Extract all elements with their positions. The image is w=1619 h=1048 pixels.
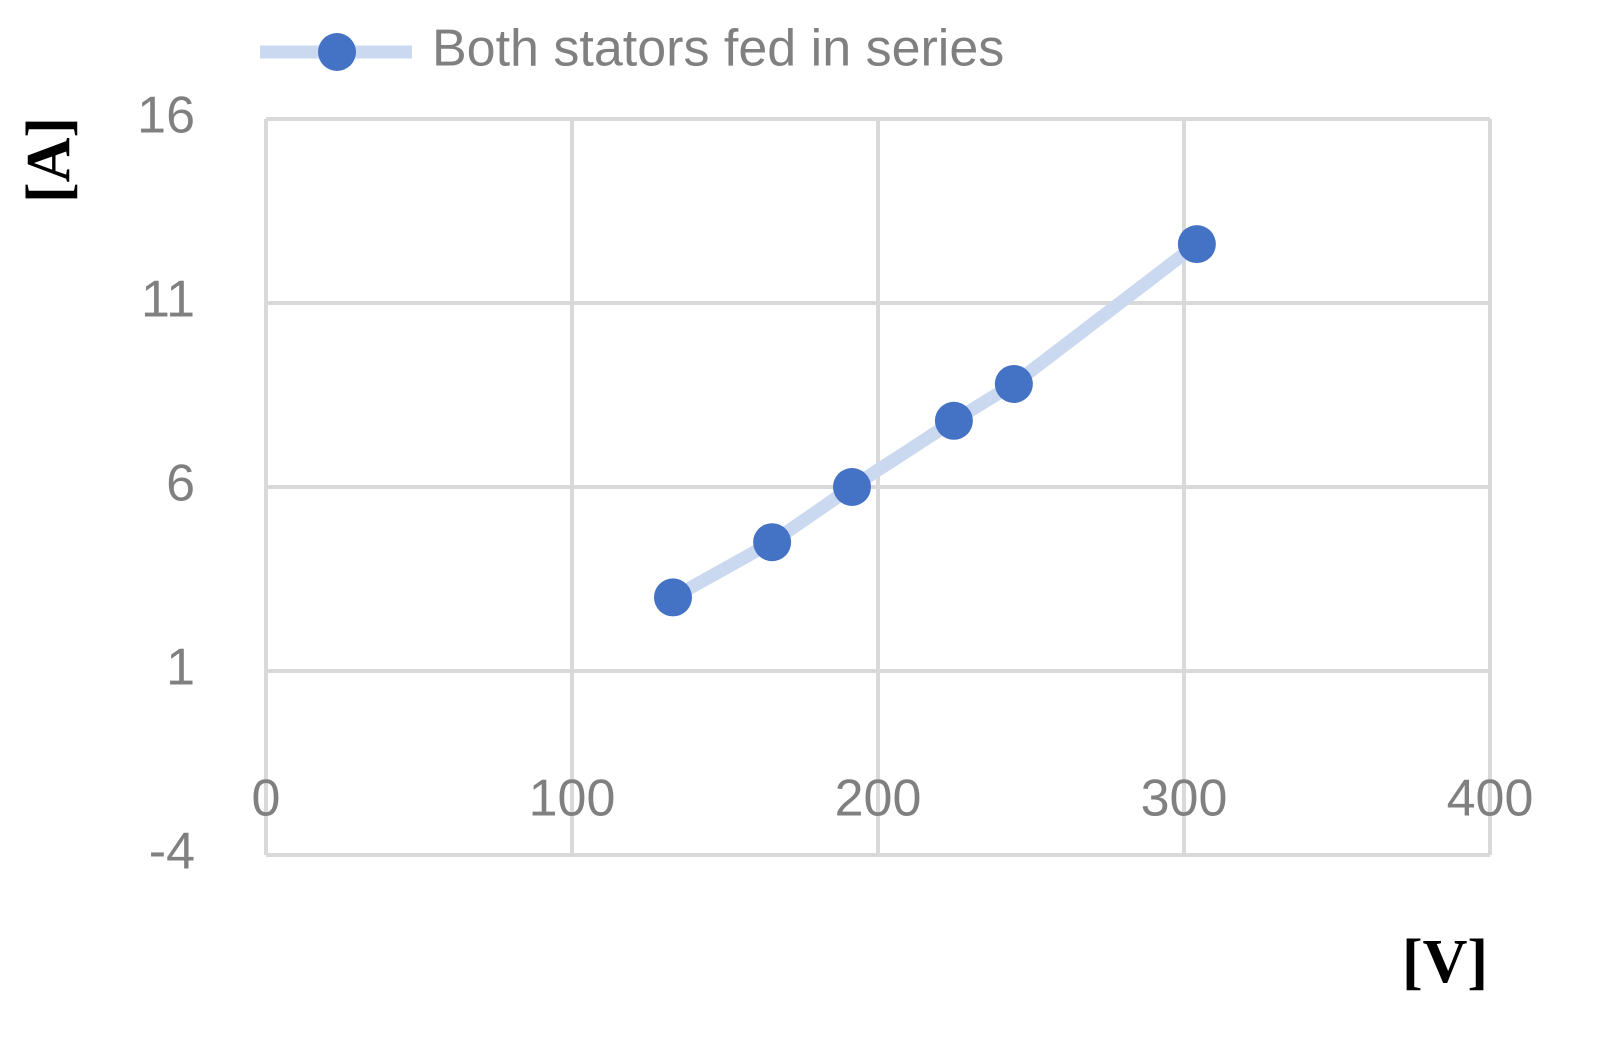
y-tick-label: 1 — [166, 639, 195, 697]
x-tick-label: 300 — [1141, 770, 1228, 828]
data-point — [832, 468, 871, 506]
y-tick-label: 11 — [141, 271, 195, 329]
data-point — [934, 401, 973, 440]
x-tick-label: 200 — [835, 770, 922, 828]
legend-label: Both stators fed in series — [432, 20, 1004, 78]
y-tick-label: 16 — [137, 87, 195, 145]
y-tick-label: -4 — [149, 823, 195, 881]
y-tick-label: 6 — [166, 455, 195, 513]
x-axis-title: [V] — [1402, 928, 1488, 996]
x-tick-label: 0 — [252, 770, 281, 828]
y-axis-title: [A] — [15, 117, 83, 203]
legend-marker — [318, 33, 356, 71]
data-point — [1177, 225, 1216, 264]
x-tick-label: 400 — [1447, 770, 1534, 828]
data-point — [653, 578, 692, 617]
x-tick-label: 100 — [529, 770, 616, 828]
data-point — [753, 523, 792, 562]
data-point — [994, 364, 1033, 403]
